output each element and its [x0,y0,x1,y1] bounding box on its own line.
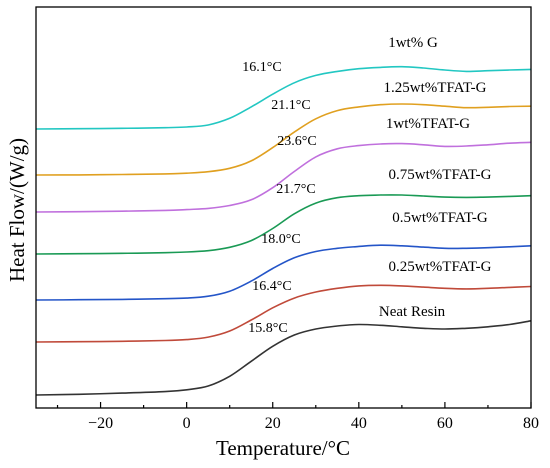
curve-3 [35,194,532,255]
x-tick-label-1: 0 [183,415,191,432]
tg-label-5: 16.4°C [252,279,291,294]
x-tick-label-2: 20 [265,415,281,432]
tg-label-6: 15.8°C [248,321,287,336]
series-label-5: 0.25wt%TFAT-G [389,259,492,275]
curve-6 [35,320,532,396]
curve-4 [35,244,532,301]
tg-label-1: 21.1°C [271,98,310,113]
tg-label-2: 23.6°C [277,134,316,149]
x-tick-label-0: −20 [88,415,113,432]
series-label-1: 1.25wt%TFAT-G [384,80,487,96]
curve-2 [35,141,532,213]
series-label-2: 1wt%TFAT-G [386,116,470,132]
tg-label-0: 16.1°C [242,60,281,75]
ticks-layer: −20 0 20 40 60 80 [56,402,539,432]
y-axis-label: Heat Flow/(W/g) [5,138,29,282]
curves-layer [35,65,532,396]
curve-5 [35,284,532,343]
series-label-3: 0.75wt%TFAT-G [389,167,492,183]
tg-label-4: 18.0°C [261,232,300,247]
curve-0 [35,65,532,130]
series-label-6: Neat Resin [379,304,446,320]
series-label-0: 1wt% G [388,35,438,51]
x-axis-label: Temperature/°C [216,436,350,460]
tg-label-3: 21.7°C [276,182,315,197]
plot-frame [35,6,532,409]
series-label-4: 0.5wt%TFAT-G [392,210,488,226]
x-tick-label-3: 40 [351,415,367,432]
x-tick-label-4: 60 [437,415,453,432]
x-tick-label-5: 80 [523,415,539,432]
curve-1 [35,103,532,176]
labels-layer: 1wt% G 16.1°C 1.25wt%TFAT-G 21.1°C 1wt%TFAT-… [242,35,491,336]
